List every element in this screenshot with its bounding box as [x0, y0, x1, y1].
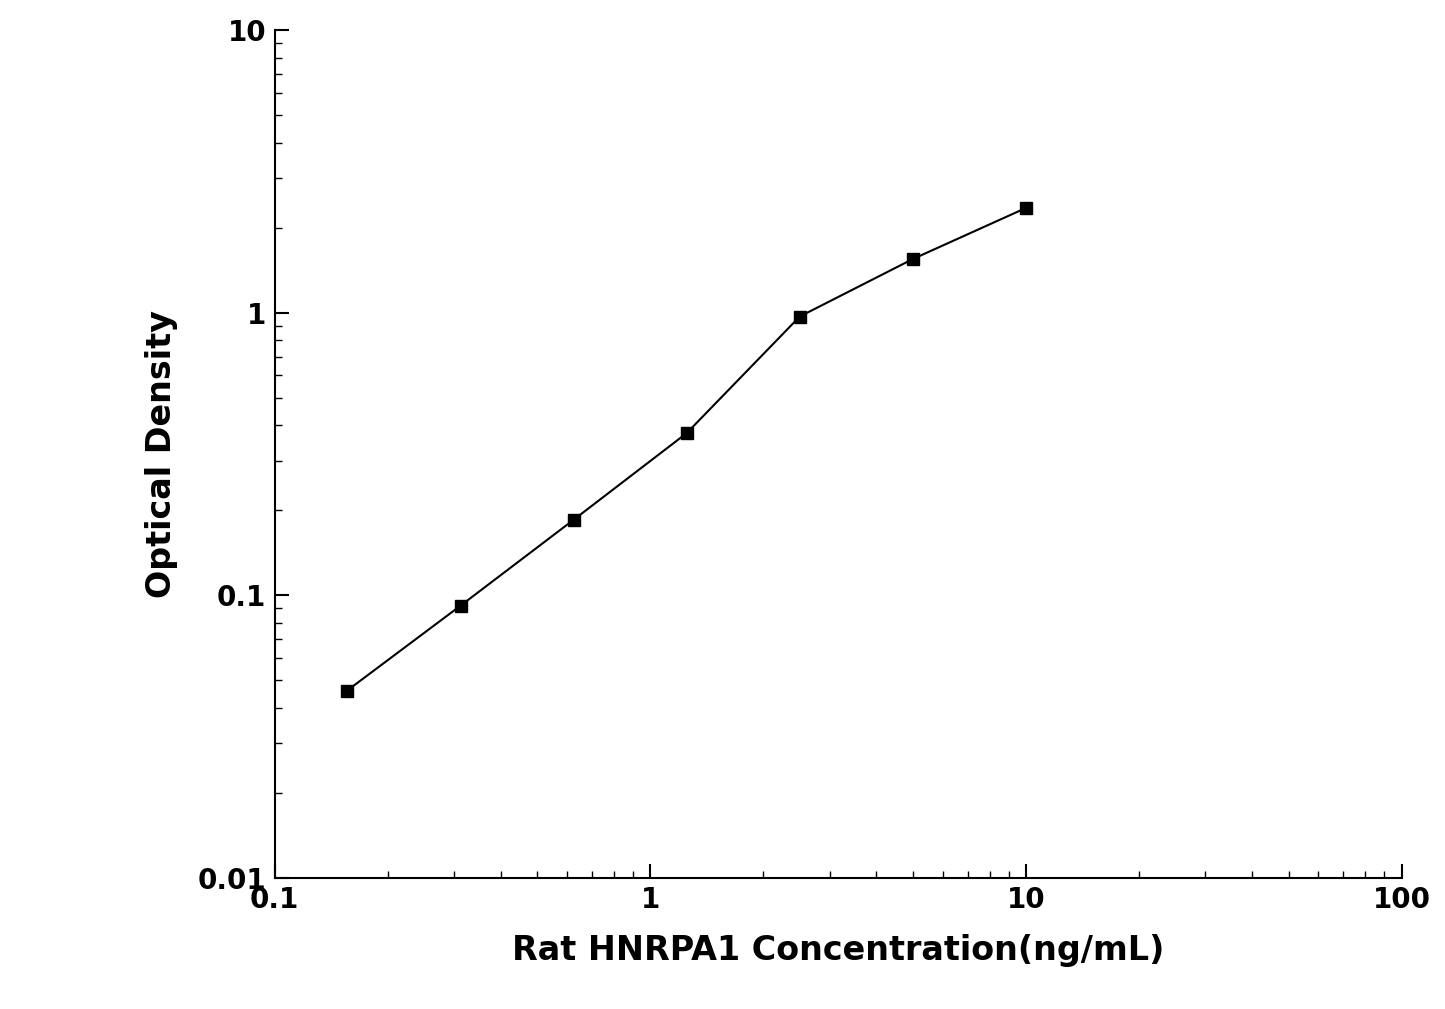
Y-axis label: Optical Density: Optical Density	[144, 310, 178, 598]
X-axis label: Rat HNRPA1 Concentration(ng/mL): Rat HNRPA1 Concentration(ng/mL)	[512, 933, 1165, 967]
